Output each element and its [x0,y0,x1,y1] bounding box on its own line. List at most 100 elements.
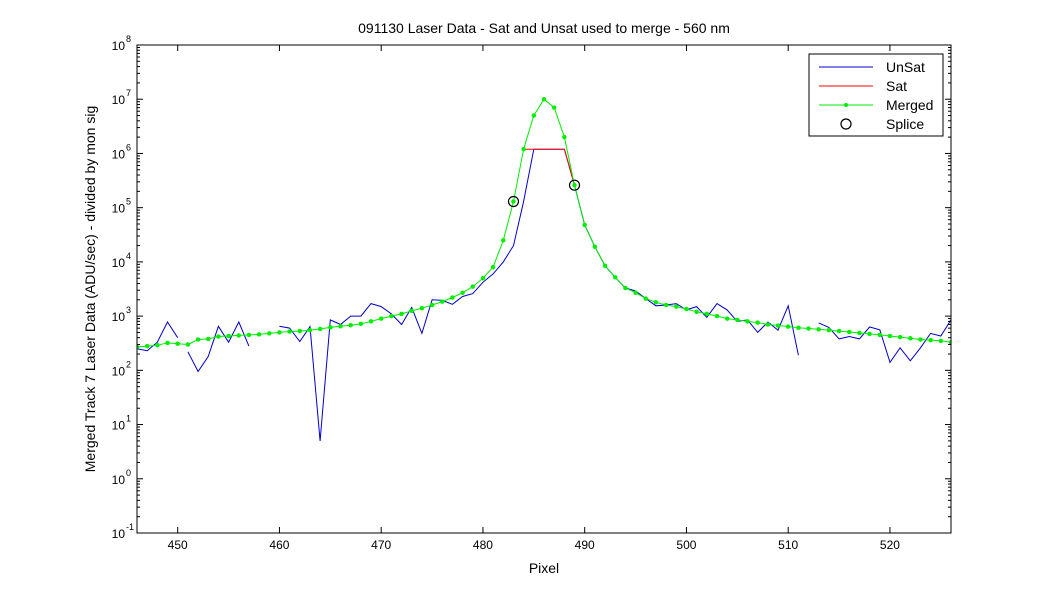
unsat-line [187,320,250,373]
merged-point [928,337,933,343]
merged-point [297,328,303,334]
merged-point [246,332,252,338]
merged-point [317,326,323,332]
y-tick-label: 10 [112,39,126,53]
y-tick-exponent: 3 [126,305,131,315]
unsat-line [137,320,179,352]
merged-point [582,222,587,228]
merged-point [887,333,893,339]
merged-point [328,325,333,330]
y-tick-exponent: 2 [126,359,131,369]
y-tick-label: 10 [112,527,126,541]
merged-point [348,322,353,328]
merged-point [684,306,689,312]
y-tick-label: 10 [112,419,126,433]
merged-point [918,337,923,342]
y-tick-label: 10 [112,364,126,378]
legend-unsat-label: UnSat [886,59,925,75]
merged-point [612,275,618,280]
merged-point [185,342,191,347]
y-tick-label: 10 [112,93,126,107]
merged-point [307,327,313,333]
y-tick-label: 10 [112,147,126,161]
merged-point [165,340,170,346]
merged-point [389,313,394,319]
merged-point [490,264,496,270]
merged-point [440,299,445,304]
merged-point [511,199,516,204]
merged-point [195,337,201,342]
merged-point [236,333,241,338]
merged-point [785,324,791,329]
merged-point [867,331,872,337]
merged-point [704,311,710,317]
merged-point [501,238,506,243]
x-tick-label: 450 [168,538,188,552]
merged-point [378,316,384,321]
legend-splice-swatch [840,118,852,130]
y-tick-label: 10 [112,202,126,216]
merged-point [897,334,903,340]
x-tick-label: 470 [371,538,391,552]
y-tick-exponent: -1 [126,522,134,532]
x-tick-label: 510 [778,538,798,552]
merged-point [847,329,852,335]
merged-point [643,296,648,301]
sat-line [523,148,575,186]
merged-point [745,319,750,324]
y-tick-exponent: 8 [126,34,131,44]
merged-point [358,321,364,327]
merged-point [836,328,842,334]
x-tick-label: 520 [880,538,900,552]
x-tick-label: 460 [269,538,289,552]
merged-point [450,295,455,300]
merged-point [551,105,557,110]
y-tick-label: 10 [112,473,126,487]
y-tick-exponent: 6 [126,142,131,152]
legend: UnSat Sat Merged Splice [808,53,944,137]
merged-point [205,336,211,342]
merged-point [806,326,811,331]
x-tick-label: 490 [575,538,595,552]
y-tick-exponent: 4 [126,251,131,261]
merged-point [399,311,404,317]
legend-merged-marker [844,103,848,107]
merged-point [755,320,760,325]
legend-splice-label: Splice [886,116,924,132]
y-tick-exponent: 0 [126,468,131,478]
merged-point [562,134,567,140]
merged-point [256,332,262,337]
merged-point [724,316,730,321]
merged-point [226,333,231,339]
merged-point [623,285,628,291]
chart-title: 091130 Laser Data - Sat and Unsat used t… [358,20,730,36]
merged-point [175,341,180,346]
merged-point [409,308,414,314]
merged-point [521,146,526,152]
merged-point [938,338,944,344]
unsat-line [818,319,951,364]
splice-marker [568,179,581,191]
merged-point [267,331,272,336]
merged-point [765,322,771,327]
merged-point [287,329,292,334]
merged-point [633,290,638,295]
axes-box [136,44,952,534]
merged-point [857,330,862,336]
merged-point [144,343,150,349]
y-tick-exponent: 1 [126,414,131,424]
merged-point [592,244,598,250]
y-tick-exponent: 5 [126,197,131,207]
merged-point [216,334,221,339]
merged-point [674,304,679,309]
merged-point [816,327,821,332]
x-tick-label: 480 [473,538,493,552]
y-tick-label: 10 [112,310,126,324]
x-axis-label: Pixel [529,560,559,576]
merged-point [826,327,832,333]
merged-point [429,302,435,308]
merged-point [602,263,608,268]
merged-point [155,343,160,348]
legend-merged-label: Merged [886,97,933,113]
